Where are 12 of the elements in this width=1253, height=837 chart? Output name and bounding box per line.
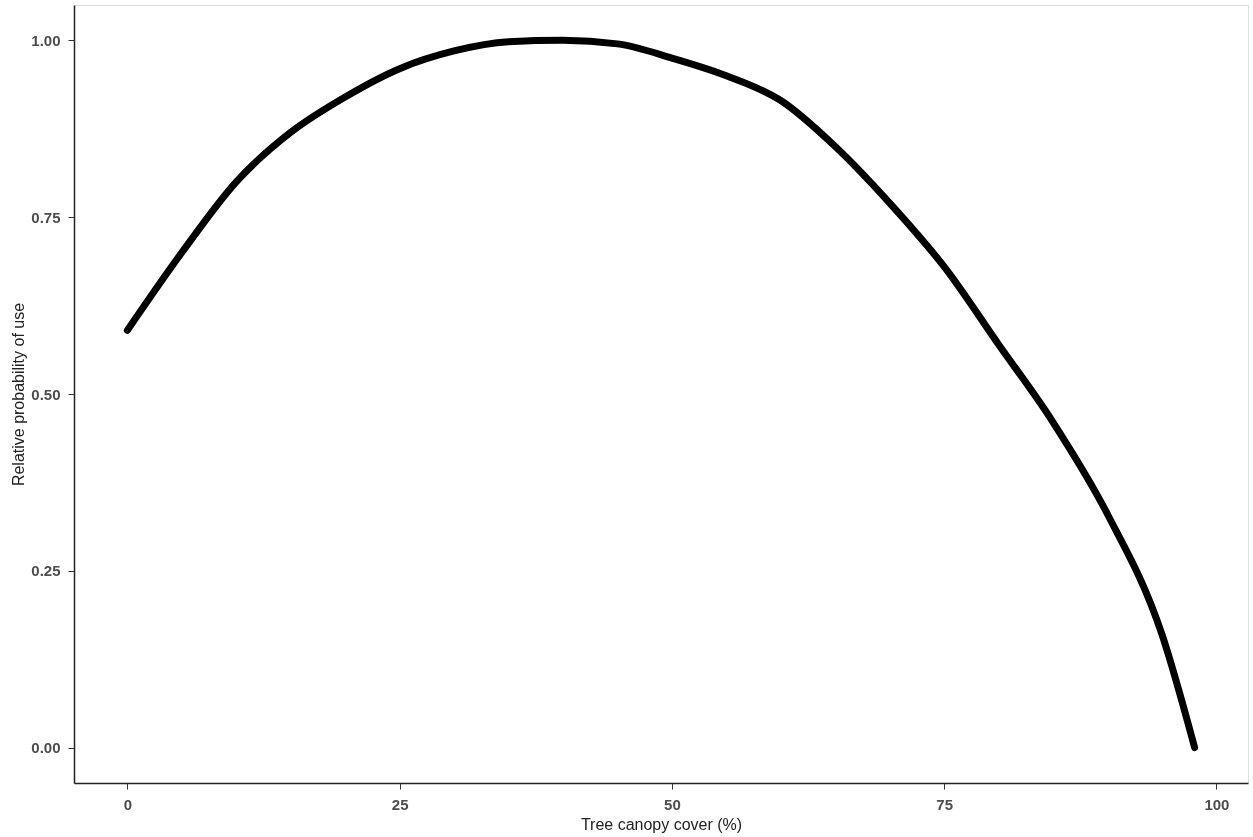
x-tick-label: 0	[123, 795, 133, 813]
y-axis-title: Relative probability of use	[10, 302, 28, 487]
x-tick-label: 75	[936, 795, 953, 813]
y-tick-label: 0.00	[31, 739, 61, 757]
x-tick-label: 25	[391, 795, 409, 813]
x-tick-label: 100	[1204, 795, 1230, 813]
y-tick-label: 1.00	[31, 31, 61, 49]
y-tick-label: 0.25	[31, 562, 61, 580]
x-axis-title: Tree canopy cover (%)	[580, 815, 743, 833]
y-tick-label: 0.75	[31, 208, 61, 226]
x-tick-label: 50	[664, 795, 681, 813]
y-tick-label: 0.50	[31, 385, 61, 403]
